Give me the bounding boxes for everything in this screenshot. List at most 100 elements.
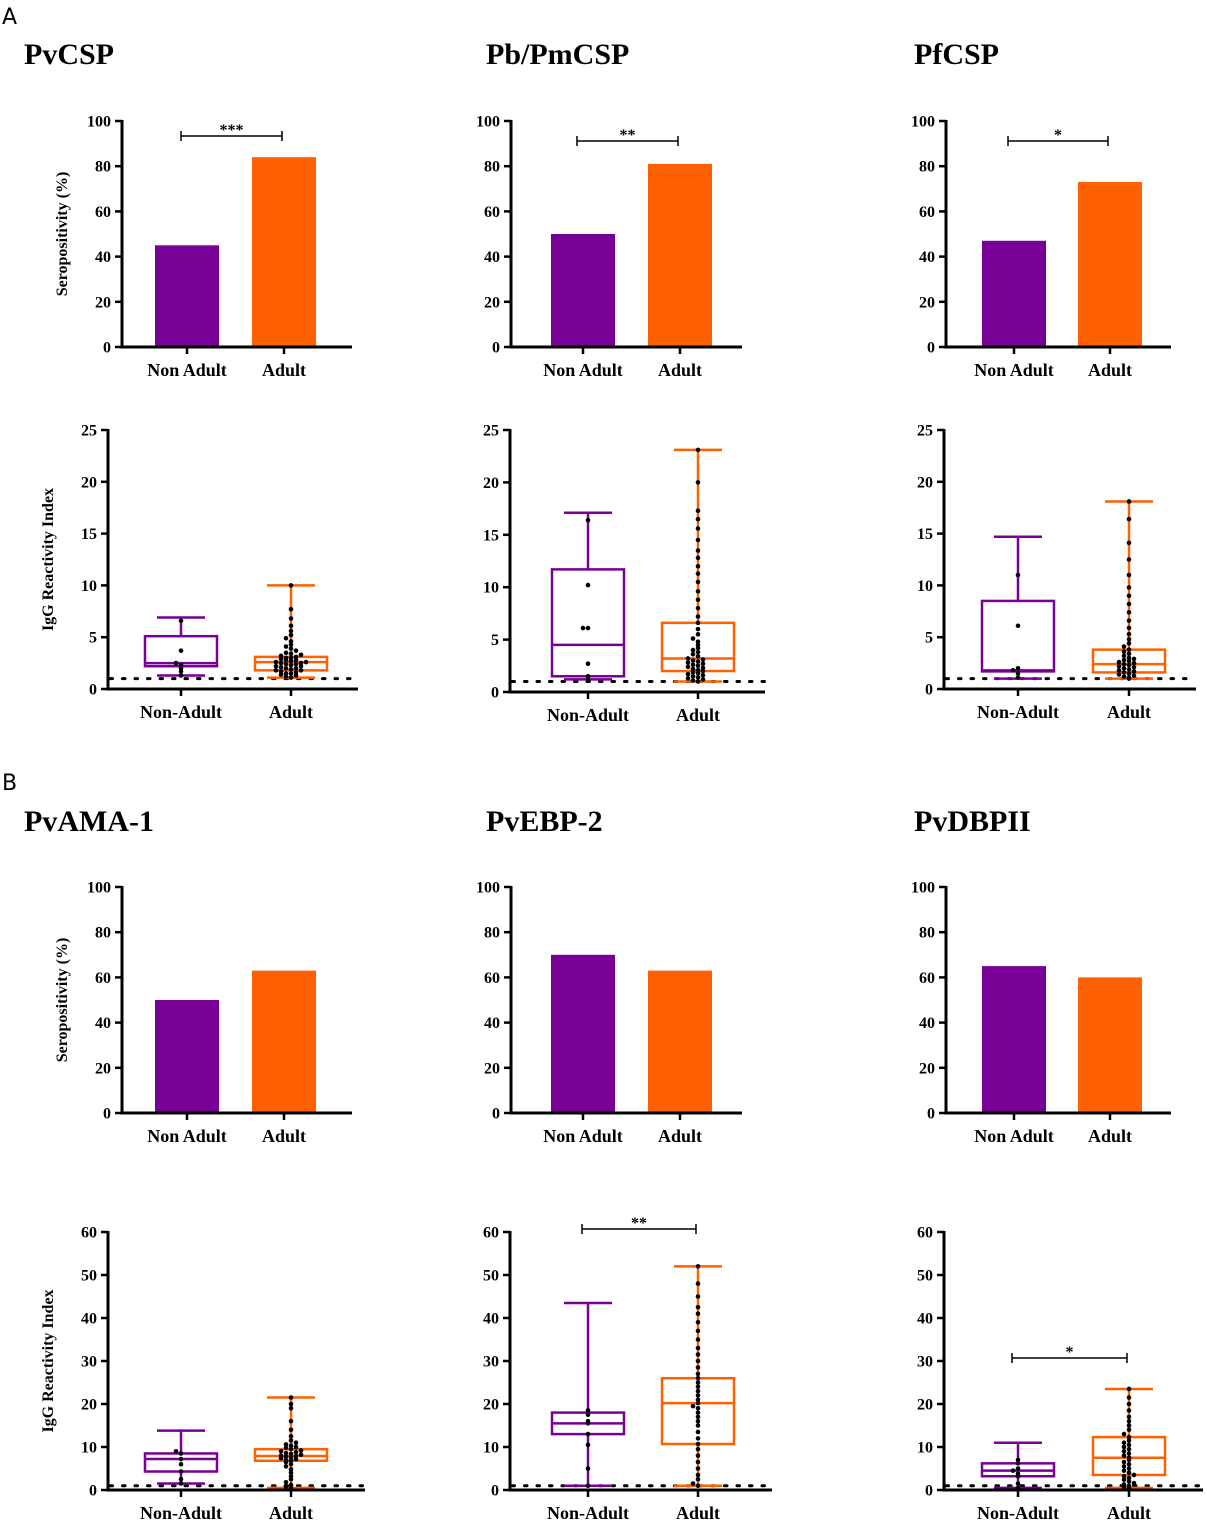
data-point-non-adult: [585, 1408, 591, 1413]
y-tick-label: 25: [917, 423, 933, 440]
data-point-adult: [1116, 663, 1122, 669]
data-point-adult: [288, 1461, 294, 1467]
y-tick-label: 60: [919, 970, 935, 987]
data-point-adult: [695, 639, 701, 644]
data-point-non-adult: [178, 618, 184, 623]
data-point-adult: [695, 1320, 701, 1325]
y-tick-label: 0: [925, 682, 933, 699]
x-tick-label: Adult: [658, 360, 702, 380]
data-point-non-adult: [585, 673, 591, 679]
y-tick-label: 100: [911, 880, 935, 897]
y-tick-label: 60: [484, 970, 500, 987]
data-point-adult: [695, 537, 701, 543]
data-point-adult: [288, 1473, 294, 1479]
data-point-adult: [695, 1311, 701, 1316]
data-point-adult: [1131, 673, 1137, 678]
y-tick-label: 100: [911, 114, 935, 131]
data-point-adult: [273, 668, 279, 673]
y-tick-label: 80: [919, 159, 935, 176]
x-tick-label: Adult: [269, 702, 313, 722]
data-point-adult: [1121, 1444, 1127, 1450]
data-point-adult: [1121, 1459, 1127, 1465]
data-point-adult: [1126, 1442, 1132, 1448]
data-point-adult: [288, 1395, 294, 1400]
data-point-adult: [695, 1352, 701, 1357]
y-axis-label: Seropositivity (%): [54, 172, 71, 297]
y-tick-label: 25: [81, 423, 97, 440]
data-point-adult: [1126, 1401, 1132, 1407]
data-point-adult: [695, 659, 701, 664]
y-tick-label: 100: [87, 114, 111, 131]
data-point-adult: [690, 678, 696, 683]
data-point-adult: [1126, 516, 1132, 522]
y-tick-label: 100: [476, 880, 500, 897]
data-point-adult: [690, 651, 696, 657]
data-point-adult: [695, 675, 701, 680]
data-point-adult: [298, 652, 304, 658]
data-point-adult: [283, 1484, 289, 1489]
data-point-adult: [1126, 499, 1132, 504]
bar-adult: [648, 970, 712, 1113]
y-tick-label: 80: [95, 159, 111, 176]
data-point-adult: [288, 655, 294, 661]
y-tick-label: 20: [81, 1397, 97, 1414]
y-tick-label: 60: [95, 970, 111, 987]
data-point-adult: [700, 668, 706, 674]
data-point-non-adult: [585, 625, 591, 631]
data-point-adult: [288, 628, 294, 634]
y-tick-label: 50: [483, 1268, 499, 1285]
data-point-adult: [685, 671, 691, 677]
y-tick-label: 60: [483, 1225, 499, 1242]
y-tick-label: 15: [483, 527, 499, 544]
bar-non-adult: [982, 966, 1046, 1113]
data-point-non-adult: [585, 677, 591, 682]
box-non-adult: [980, 599, 1056, 673]
y-tick-label: 20: [919, 1060, 935, 1077]
data-point-adult: [685, 660, 691, 665]
data-point-adult: [283, 650, 289, 656]
y-tick-label: 50: [81, 1268, 97, 1285]
data-point-adult: [685, 676, 691, 681]
data-point-adult: [695, 605, 701, 611]
data-point-adult: [273, 663, 279, 669]
data-point-adult: [695, 1400, 701, 1406]
data-point-adult: [1126, 601, 1132, 607]
data-point-adult: [288, 1467, 294, 1472]
y-tick-label: 10: [81, 578, 97, 595]
data-point-adult: [288, 1438, 294, 1443]
data-point-adult: [1121, 657, 1127, 663]
data-point-adult: [1126, 1395, 1132, 1400]
data-point-adult: [1116, 668, 1122, 673]
data-point-adult: [1126, 1455, 1132, 1461]
data-point-adult: [695, 579, 701, 585]
data-point-non-adult: [1015, 1457, 1021, 1463]
y-tick-label: 40: [484, 249, 500, 266]
data-point-adult: [1126, 675, 1132, 680]
x-tick-label: Non-Adult: [977, 702, 1059, 722]
data-point-adult: [1126, 1483, 1132, 1488]
x-tick-label: Adult: [676, 705, 720, 725]
x-tick-label: Non-Adult: [140, 1503, 222, 1520]
data-point-non-adult: [1015, 671, 1021, 676]
bar-adult: [1078, 977, 1142, 1113]
data-point-adult: [695, 1358, 701, 1364]
data-point-adult: [1126, 662, 1132, 668]
y-axis-label: IgG Reactivity Index: [40, 1289, 57, 1432]
data-point-adult: [1126, 1434, 1132, 1440]
data-point-adult: [695, 663, 701, 669]
data-point-adult: [1131, 1472, 1137, 1478]
data-point-adult: [1126, 647, 1132, 652]
bar-adult: [252, 970, 316, 1113]
data-point-adult: [695, 1393, 701, 1398]
x-tick-label: Adult: [1107, 702, 1151, 722]
data-point-adult: [695, 597, 701, 603]
data-point-non-adult: [585, 1466, 591, 1471]
bar-non-adult: [155, 1000, 219, 1113]
data-point-adult: [695, 1375, 701, 1381]
data-point-adult: [293, 665, 299, 671]
data-point-adult: [283, 1445, 289, 1451]
data-point-adult: [288, 1406, 294, 1411]
x-tick-label: Adult: [1088, 1126, 1132, 1146]
data-point-adult: [1121, 653, 1127, 659]
data-point-adult: [1126, 540, 1132, 546]
